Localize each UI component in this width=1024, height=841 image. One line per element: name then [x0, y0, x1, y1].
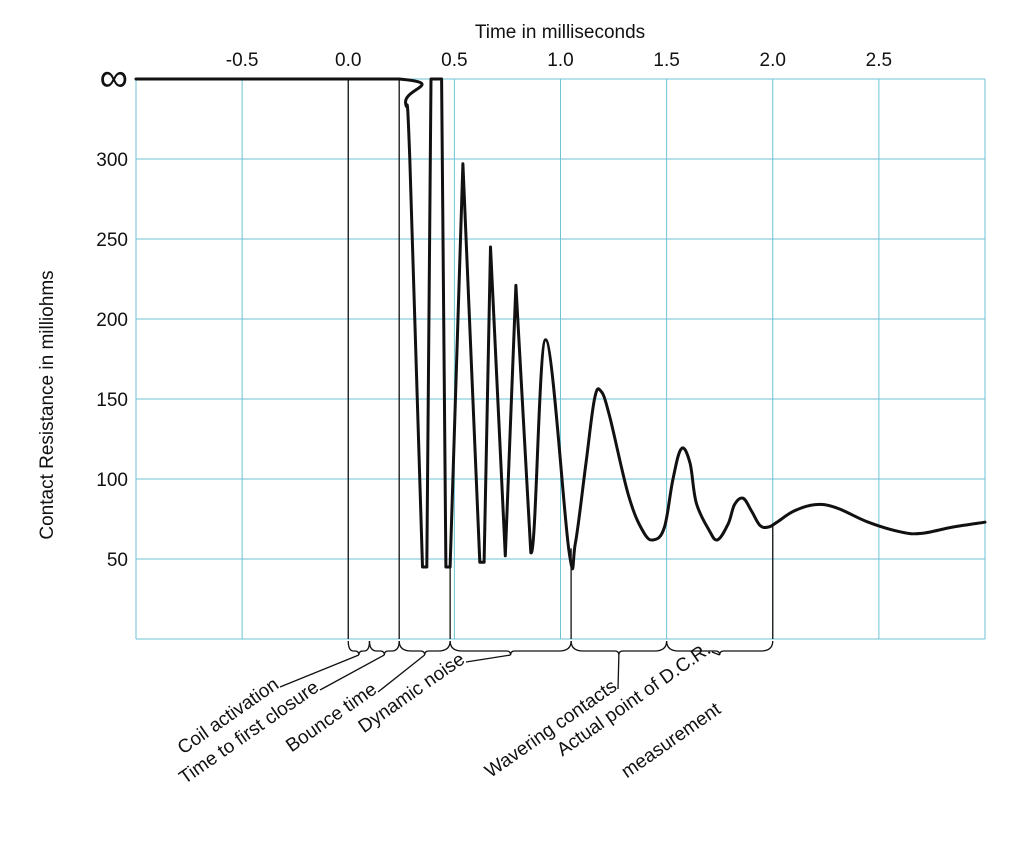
series-layer: [134, 77, 987, 571]
x-tick-label: 1.0: [547, 50, 573, 71]
phase-leader-line: [711, 651, 720, 656]
x-tick-label: 2.0: [760, 50, 786, 71]
y-axis-title: Contact Resistance in milliohms: [37, 270, 58, 539]
x-axis-title: Time in milliseconds: [475, 22, 645, 43]
phase-leader-line: [377, 654, 426, 693]
x-tick-label: 0.5: [441, 50, 467, 71]
phase-brace: [570, 640, 668, 656]
phase-brace: [449, 640, 572, 656]
y-tick-label: 100: [96, 470, 128, 491]
contact-resistance-line: [134, 77, 987, 571]
phase-leader-line: [465, 654, 511, 663]
grid: [135, 78, 986, 640]
x-tick-label: 2.5: [866, 50, 892, 71]
y-tick-label: 250: [96, 230, 128, 251]
x-tick-label: -0.5: [226, 50, 259, 71]
phase-brace: [398, 640, 451, 656]
phase-brace: [665, 640, 774, 656]
phase-leader-line: [279, 654, 360, 688]
y-tick-label: 150: [96, 390, 128, 411]
y-tick-label: 200: [96, 310, 128, 331]
phase-brace: [347, 640, 371, 656]
phase-leader-line: [617, 654, 620, 690]
phase-brace: [368, 640, 400, 656]
infinity-tick-label: ∞: [99, 56, 128, 100]
tick-labels: -0.5 0.0 0.5 1.0 1.5 2.0 2.5 50 100 150 200 250 300 ∞: [96, 50, 892, 571]
x-tick-label: 1.5: [653, 50, 679, 71]
phase-leader-line: [319, 654, 385, 691]
y-tick-label: 300: [96, 150, 128, 171]
y-tick-label: 50: [107, 550, 128, 571]
x-tick-label: 0.0: [335, 50, 361, 71]
